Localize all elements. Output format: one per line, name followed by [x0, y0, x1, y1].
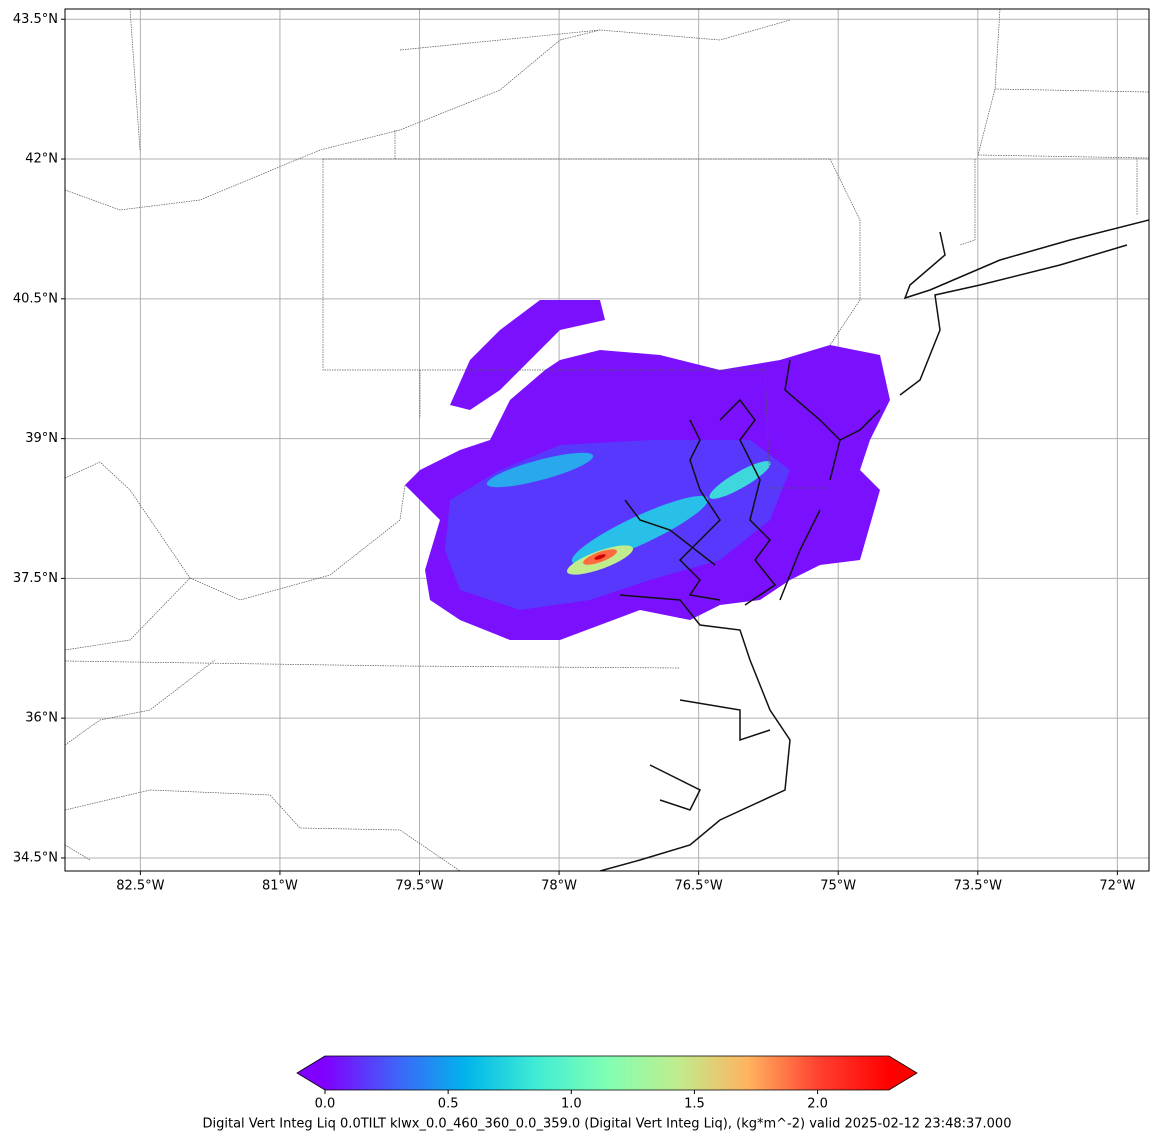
- colorbar-gradient: [325, 1056, 889, 1090]
- map-features: [65, 9, 1149, 871]
- y-tick-label: 40.5°N: [13, 291, 58, 306]
- y-tick-label: 39°N: [25, 431, 58, 446]
- colorbar-tick-label: 0.5: [438, 1097, 459, 1112]
- colorbar-under: [297, 1056, 325, 1090]
- x-tick-label: 81°W: [262, 879, 298, 894]
- y-tick-label: 34.5°N: [13, 850, 58, 865]
- x-tick-label: 76.5°W: [674, 879, 722, 894]
- colorbar-tick-label: 2.0: [807, 1097, 828, 1112]
- colorbar: 0.0 0.5 1.0 1.5 2.0: [296, 1055, 918, 1112]
- x-tick-label: 78°W: [541, 879, 577, 894]
- x-tick-label: 79.5°W: [395, 879, 443, 894]
- colorbar-tick-label: 1.5: [684, 1097, 705, 1112]
- y-tick-label: 36°N: [25, 711, 58, 726]
- x-tick-label: 75°W: [820, 879, 856, 894]
- x-tick-label: 73.5°W: [954, 879, 1002, 894]
- map-frame: [64, 8, 1150, 872]
- colorbar-label: Digital Vert Integ Liq 0.0TILT klwx_0.0_…: [203, 1117, 1012, 1132]
- colorbar-tick-label: 1.0: [561, 1097, 582, 1112]
- y-tick-label: 37.5°N: [13, 571, 58, 586]
- x-tick-label: 72°W: [1099, 879, 1135, 894]
- y-tick-label: 43.5°N: [13, 12, 58, 27]
- x-tick-label: 82.5°W: [116, 879, 164, 894]
- colorbar-tick-label: 0.0: [315, 1097, 336, 1112]
- colorbar-over: [889, 1056, 917, 1090]
- y-tick-label: 42°N: [25, 152, 58, 167]
- radar-echo: [405, 300, 890, 640]
- colorbar-outline: [296, 1055, 918, 1091]
